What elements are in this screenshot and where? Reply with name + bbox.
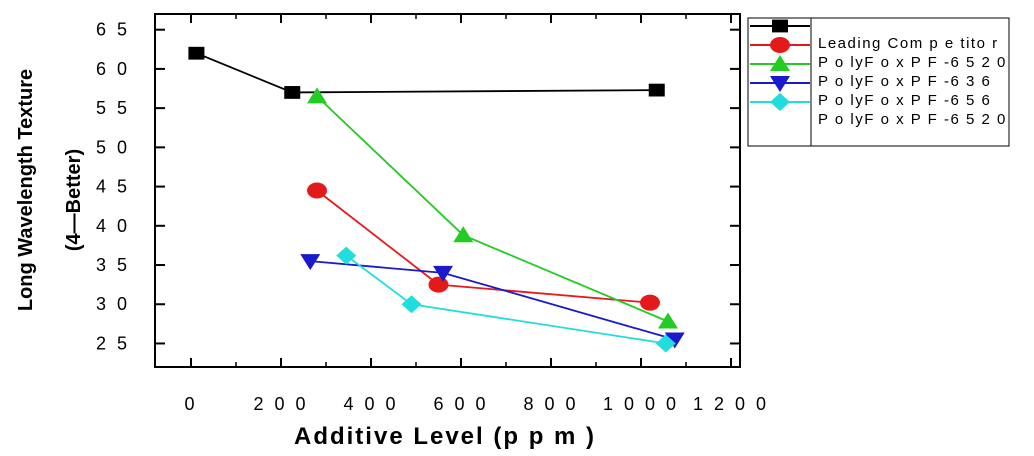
legend: Leading Com p e tito r P o lyF o x P F -6… (747, 17, 1010, 147)
data-point (433, 265, 453, 282)
y-tick-label: 5 5 (96, 98, 130, 118)
data-point (453, 226, 474, 243)
legend-label: Leading Com p e tito r (818, 35, 999, 52)
y-tick-label: 3 0 (96, 294, 130, 314)
y-tick-label: 4 0 (96, 216, 130, 236)
series-5 (336, 246, 676, 353)
data-point (307, 87, 327, 104)
data-point (336, 246, 357, 265)
y-tick-label: 5 0 (96, 137, 130, 157)
x-tick-label: 4 0 0 (343, 394, 398, 414)
legend-label: P o lyF o x P F -6 5 6 (818, 92, 991, 109)
y-tick-label: 6 5 (96, 20, 130, 40)
data-point (655, 334, 676, 353)
data-point (401, 295, 422, 314)
y-tick-label: 3 5 (96, 255, 130, 275)
series-2 (307, 182, 660, 311)
data-point (284, 86, 301, 99)
data-point (188, 46, 205, 60)
x-tick-label: 6 0 0 (433, 394, 488, 414)
legend-marker (770, 76, 790, 92)
y-axis-subtitle: (4—Better) (63, 149, 85, 251)
plot-frame (154, 13, 741, 368)
legend-label: P o lyF o x P F -6 5 2 0 (818, 111, 1007, 128)
x-tick-label: 2 0 0 (253, 394, 308, 414)
data-point (658, 312, 678, 329)
data-point (664, 332, 685, 349)
y-tick-label: 6 0 (96, 59, 130, 79)
x-tick-label: 1 2 0 0 (693, 394, 769, 414)
data-point (640, 294, 660, 311)
series-3 (307, 87, 678, 329)
data-point (648, 83, 665, 97)
legend-marker (770, 55, 790, 71)
legend-marker (770, 93, 790, 111)
data-point (300, 254, 321, 271)
series-line (196, 52, 657, 94)
x-axis-title: Additive Level (p p m ) (294, 423, 596, 450)
series-1 (188, 46, 665, 99)
series-line (316, 189, 651, 304)
y-tick-label: 2 5 (96, 333, 130, 353)
data-point (428, 276, 449, 293)
data-point (307, 182, 327, 199)
y-axis-ticks: 2 5 3 0 3 5 4 0 4 5 5 0 5 5 6 0 6 5 (96, 20, 740, 353)
legend-marker (772, 19, 788, 33)
legend-marker (770, 37, 790, 53)
legend-label: P o lyF o x P F -6 5 2 0 (818, 54, 1007, 71)
plot-border (154, 13, 741, 368)
x-tick-label: 0 (184, 394, 197, 414)
y-axis-title: Long Wavelength Texture (15, 69, 37, 311)
legend-label: P o lyF o x P F -6 3 6 (818, 73, 991, 90)
x-tick-label: 8 0 0 (523, 394, 578, 414)
series-layer (188, 46, 685, 353)
x-axis-ticks: 0 2 0 0 4 0 0 6 0 0 8 0 0 1 0 0 0 1 2 0 0 (184, 14, 769, 414)
y-tick-label: 4 5 (96, 177, 130, 197)
series-4 (300, 254, 685, 349)
x-tick-label: 1 0 0 0 (603, 394, 679, 414)
legend-box (747, 17, 1010, 147)
